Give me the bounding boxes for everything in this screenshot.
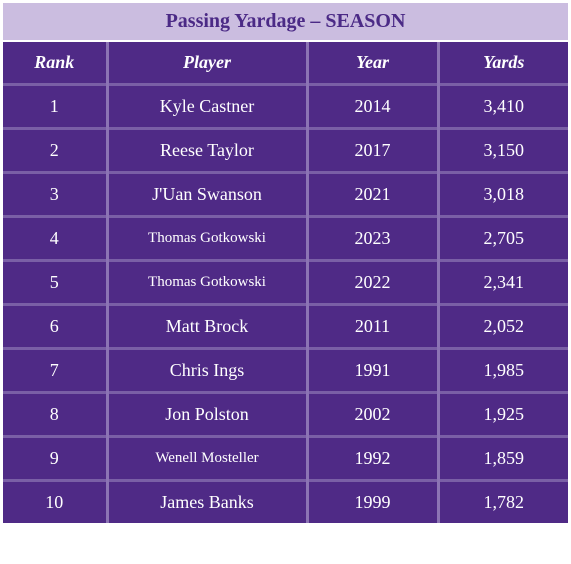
table: Rank Player Year Yards 1 Kyle Castner 2014 3,4…: [3, 42, 568, 523]
table-cell: 5: [3, 259, 107, 305]
table-row: 1 Kyle Castner 2014 3,410: [3, 83, 568, 129]
table-row: 10 James Banks 1999 1,782: [3, 479, 568, 523]
table-head: Rank Player Year Yards: [3, 42, 568, 85]
table-cell: Wenell Mosteller: [105, 435, 307, 481]
table-row: 2 Reese Taylor 2017 3,150: [3, 127, 568, 173]
column-header: Yards: [436, 42, 568, 85]
table-cell: 1999: [305, 479, 438, 523]
table-cell: 3,150: [436, 127, 568, 173]
table-cell: James Banks: [105, 479, 307, 523]
table-cell: Kyle Castner: [105, 83, 307, 129]
table-cell: 2,052: [436, 303, 568, 349]
table-row: 8 Jon Polston 2002 1,925: [3, 391, 568, 437]
table-cell: 2022: [305, 259, 438, 305]
table-row: 4 Thomas Gotkowski 2023 2,705: [3, 215, 568, 261]
table-cell: 8: [3, 391, 107, 437]
table-cell: Thomas Gotkowski: [105, 215, 307, 261]
table-title: Passing Yardage – SEASON: [3, 3, 568, 40]
table-cell: 2002: [305, 391, 438, 437]
table-cell: 6: [3, 303, 107, 349]
table-cell: 2011: [305, 303, 438, 349]
table-cell: 2023: [305, 215, 438, 261]
column-header: Year: [305, 42, 438, 85]
table-cell: 9: [3, 435, 107, 481]
table-cell: 2021: [305, 171, 438, 217]
table-cell: 7: [3, 347, 107, 393]
table-cell: 2: [3, 127, 107, 173]
column-header: Rank: [34, 52, 75, 72]
column-header: Player: [105, 42, 307, 85]
table-cell: 4: [3, 215, 107, 261]
table-cell: Chris Ings: [105, 347, 307, 393]
table-row: 3 J'Uan Swanson 2021 3,018: [3, 171, 568, 217]
table-cell: 1992: [305, 435, 438, 481]
table-cell: 3,018: [436, 171, 568, 217]
table-row: 5 Thomas Gotkowski 2022 2,341: [3, 259, 568, 305]
table-row: 6 Matt Brock 2011 2,052: [3, 303, 568, 349]
table-cell: 1991: [305, 347, 438, 393]
table-cell: 2,705: [436, 215, 568, 261]
table-cell: 3: [3, 171, 107, 217]
table-cell: Thomas Gotkowski: [105, 259, 307, 305]
table-cell: Matt Brock: [105, 303, 307, 349]
table-cell: Reese Taylor: [105, 127, 307, 173]
table-body: 1 Kyle Castner 2014 3,410 2 Reese Taylor 2017 3…: [3, 83, 568, 523]
table-cell: 1: [3, 83, 107, 129]
table-cell: J'Uan Swanson: [105, 171, 307, 217]
table-cell: 3,410: [436, 83, 568, 129]
container: Passing Yardage – SEASON Rank Player Year Y…: [3, 3, 568, 523]
table-row: 9 Wenell Mosteller 1992 1,859: [3, 435, 568, 481]
table-cell: 10: [3, 479, 107, 523]
table-cell: 2,341: [436, 259, 568, 305]
header-row: Rank Player Year Yards: [3, 42, 568, 85]
table-cell: 2017: [305, 127, 438, 173]
table-cell: 1,925: [436, 391, 568, 437]
table-cell: Jon Polston: [105, 391, 307, 437]
table-cell: 1,782: [436, 479, 568, 523]
table-row: 7 Chris Ings 1991 1,985: [3, 347, 568, 393]
table-cell: 1,985: [436, 347, 568, 393]
table-cell: 1,859: [436, 435, 568, 481]
table-cell: 2014: [305, 83, 438, 129]
